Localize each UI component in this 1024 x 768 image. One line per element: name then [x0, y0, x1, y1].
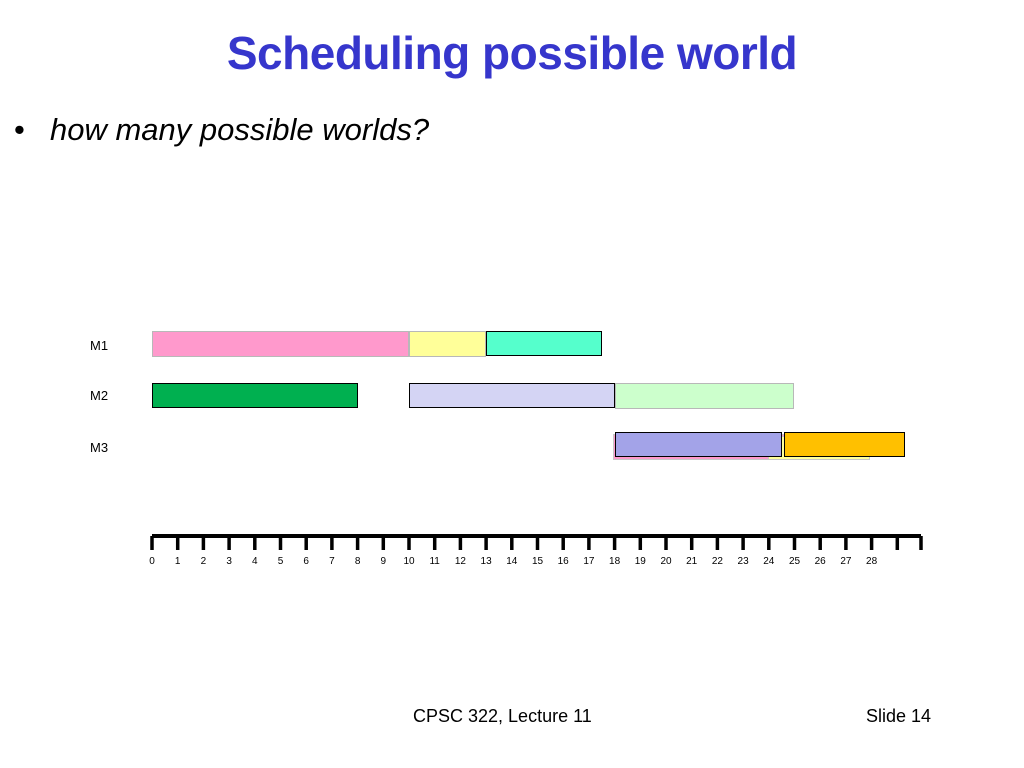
footer-slide-number: Slide 14: [866, 706, 932, 726]
tick-label-13: 13: [480, 556, 492, 567]
tick-label-26: 26: [814, 556, 826, 567]
tick-label-16: 16: [557, 556, 569, 567]
tick-label-14: 14: [506, 556, 518, 567]
tick-label-3: 3: [226, 556, 232, 567]
tick-label-12: 12: [454, 556, 466, 567]
task-bar-m3-7: [784, 432, 905, 457]
tick-label-5: 5: [277, 556, 284, 567]
tick-label-15: 15: [531, 556, 544, 567]
tick-label-25: 25: [788, 556, 801, 567]
tick-label-21: 21: [686, 556, 698, 567]
tick-label-23: 23: [737, 556, 749, 567]
tick-label-18: 18: [609, 556, 621, 567]
bullet-text: how many possible worlds?: [50, 112, 430, 147]
task-bar-m3-6: [614, 432, 782, 457]
task-bar-m1-1: [409, 331, 487, 357]
tick-label-4: 4: [252, 556, 258, 567]
tick-label-8: 8: [354, 556, 361, 567]
tick-label-10: 10: [403, 556, 415, 567]
tick-label-28: 28: [866, 556, 878, 567]
tick-label-27: 27: [840, 556, 852, 567]
task-bar-m1-2: [486, 331, 602, 356]
tick-label-9: 9: [380, 556, 387, 567]
tick-label-22: 22: [711, 556, 723, 567]
tick-label-17: 17: [583, 556, 595, 567]
machine-label-m3: M3: [90, 440, 109, 455]
machine-label-m2: M2: [90, 388, 109, 403]
tick-label-11: 11: [429, 556, 440, 567]
bullet-icon: •: [14, 112, 25, 147]
tick-label-0: 0: [149, 556, 155, 567]
tick-label-7: 7: [329, 556, 335, 567]
tick-label-20: 20: [660, 556, 672, 567]
tick-label-19: 19: [634, 556, 646, 567]
tick-label-1: 1: [174, 556, 181, 567]
tick-label-24: 24: [763, 556, 775, 567]
slide-title: Scheduling possible world: [226, 27, 798, 79]
task-bar-m1-0: [152, 331, 409, 357]
task-bar-m2-3: [152, 383, 358, 408]
task-bar-m2-5: [614, 383, 795, 409]
tick-label-6: 6: [303, 556, 309, 567]
task-bar-m2-4: [409, 383, 615, 408]
footer-course: CPSC 322, Lecture 11: [413, 706, 592, 726]
machine-label-m1: M1: [90, 338, 109, 353]
tick-label-2: 2: [200, 556, 207, 567]
